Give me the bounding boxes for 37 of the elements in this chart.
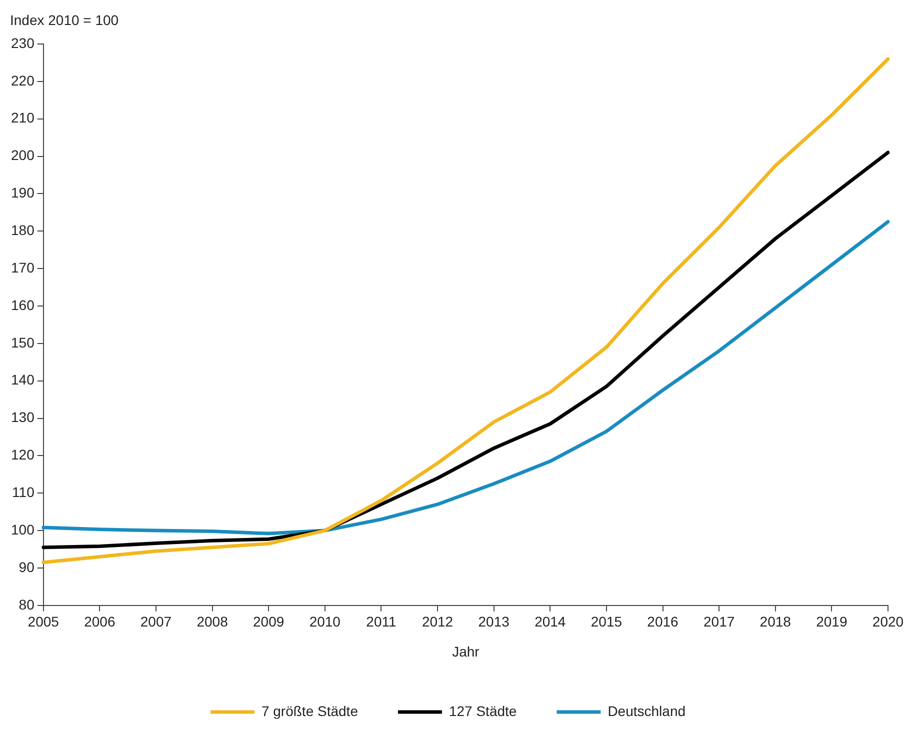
y-tick-label: 110 <box>12 484 35 500</box>
y-tick-label: 160 <box>11 296 35 313</box>
x-tick-label: 2010 <box>309 614 341 630</box>
x-tick-label: 2015 <box>590 614 622 630</box>
y-tick-label: 150 <box>11 334 35 350</box>
x-tick-label: 2013 <box>478 614 510 630</box>
x-tick-label: 2007 <box>140 614 172 630</box>
y-tick-label: 120 <box>11 446 35 463</box>
x-tick-label: 2016 <box>647 614 679 630</box>
legend-label: 127 Städte <box>448 702 517 719</box>
x-tick-label: 2018 <box>760 614 792 630</box>
y-tick-label: 90 <box>18 558 35 575</box>
y-tick-label: 80 <box>18 596 35 612</box>
legend-label: Deutschland <box>608 702 686 719</box>
y-tick-label: 100 <box>11 521 35 538</box>
y-tick-label: 230 <box>11 34 35 51</box>
x-tick-label: 2019 <box>816 614 848 630</box>
y-tick-label: 210 <box>11 110 35 126</box>
y-tick-label: 180 <box>11 222 35 238</box>
y-tick-label: 200 <box>11 147 35 164</box>
y-tick-label: 140 <box>11 372 35 388</box>
x-tick-label: 2008 <box>196 614 228 630</box>
y-tick-label: 170 <box>11 259 35 276</box>
x-tick-label: 2011 <box>366 614 396 630</box>
x-tick-label: 2012 <box>422 614 454 630</box>
x-tick-label: 2020 <box>872 614 904 630</box>
y-tick-label: 190 <box>11 184 35 201</box>
x-tick-label: 2005 <box>28 614 60 630</box>
x-tick-label: 2014 <box>534 614 566 630</box>
x-tick-label: 2006 <box>84 614 116 630</box>
y-axis-title: Index 2010 = 100 <box>10 12 119 28</box>
y-tick-label: 220 <box>11 72 35 88</box>
x-tick-label: 2009 <box>253 614 284 630</box>
x-tick-label: 2017 <box>703 614 735 630</box>
x-axis-title: Jahr <box>452 643 480 660</box>
y-tick-label: 130 <box>11 409 35 426</box>
legend-label: 7 größte Städte <box>261 702 358 719</box>
